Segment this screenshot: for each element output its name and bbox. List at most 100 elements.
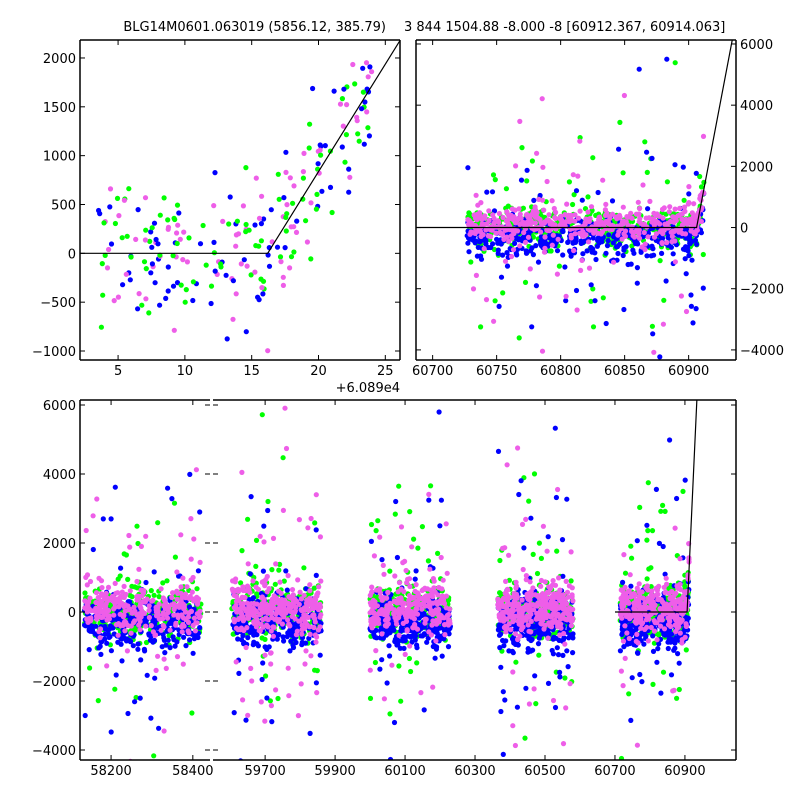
data-point-magenta	[620, 220, 625, 225]
data-point-green	[387, 569, 392, 574]
data-point-green	[139, 303, 144, 308]
data-point-magenta	[586, 239, 591, 244]
data-point-green	[100, 293, 105, 298]
data-point-magenta	[106, 585, 111, 590]
data-point-green	[218, 261, 223, 266]
data-point-green	[497, 558, 502, 563]
data-point-magenta	[239, 261, 244, 266]
data-point-blue	[187, 472, 192, 477]
data-point-blue	[90, 624, 95, 629]
data-point-magenta	[318, 148, 323, 153]
data-point-green	[344, 132, 349, 137]
data-point-blue	[285, 588, 290, 593]
data-point-blue	[260, 677, 265, 682]
data-point-magenta	[626, 215, 631, 220]
data-point-blue	[574, 288, 579, 293]
x-tick-label: 60750	[476, 364, 517, 379]
data-point-blue	[209, 301, 214, 306]
data-point-blue	[294, 219, 299, 224]
data-point-magenta	[660, 216, 665, 221]
data-point-blue	[243, 718, 248, 723]
data-point-blue	[596, 190, 601, 195]
data-point-magenta	[482, 246, 487, 251]
data-point-blue	[546, 534, 551, 539]
data-point-green	[99, 325, 104, 330]
data-point-blue	[566, 664, 571, 669]
data-point-green	[621, 170, 626, 175]
data-point-blue	[143, 580, 148, 585]
data-point-green	[289, 254, 294, 259]
data-point-green	[120, 235, 125, 240]
data-point-blue	[650, 633, 655, 638]
data-point-magenta	[523, 240, 528, 245]
data-point-magenta	[305, 239, 310, 244]
data-point-green	[629, 556, 634, 561]
data-point-green	[150, 225, 155, 230]
y-tick-label: 0	[740, 222, 748, 237]
data-point-blue	[555, 248, 560, 253]
data-point-magenta	[143, 624, 148, 629]
data-point-blue	[494, 237, 499, 242]
data-point-magenta	[284, 202, 289, 207]
data-point-blue	[422, 707, 427, 712]
data-point-green	[369, 522, 374, 527]
data-point-blue	[537, 631, 542, 636]
data-point-blue	[471, 238, 476, 243]
data-point-magenta	[517, 243, 522, 248]
data-point-magenta	[552, 222, 557, 227]
data-point-magenta	[122, 595, 127, 600]
data-point-blue	[483, 241, 488, 246]
y-tick-label: 4000	[740, 99, 773, 114]
data-point-magenta	[672, 220, 677, 225]
data-point-blue	[212, 170, 217, 175]
data-point-magenta	[94, 496, 99, 501]
data-point-blue	[593, 257, 598, 262]
data-point-magenta	[143, 534, 148, 539]
data-point-magenta	[155, 654, 160, 659]
y-tick-label: −2000	[32, 675, 76, 690]
data-point-blue	[437, 523, 442, 528]
y-tick-label: 6000	[740, 38, 773, 53]
data-point-blue	[512, 241, 517, 246]
data-point-magenta	[551, 233, 556, 238]
data-point-green	[253, 795, 258, 800]
data-point-magenta	[141, 588, 146, 593]
data-point-magenta	[181, 606, 186, 611]
data-point-magenta	[679, 293, 684, 298]
data-point-magenta	[491, 319, 496, 324]
data-point-blue	[127, 638, 132, 643]
data-point-blue	[519, 178, 524, 183]
data-point-blue	[386, 643, 391, 648]
data-point-magenta	[132, 609, 137, 614]
data-point-green	[112, 687, 117, 692]
data-point-green	[342, 160, 347, 165]
data-point-magenta	[636, 211, 641, 216]
data-point-magenta	[571, 172, 576, 177]
data-point-blue	[669, 672, 674, 677]
data-point-magenta	[121, 614, 126, 619]
data-point-magenta	[126, 533, 131, 538]
data-point-blue	[580, 251, 585, 256]
data-point-magenta	[636, 200, 641, 205]
data-point-green	[466, 210, 471, 215]
data-point-magenta	[540, 198, 545, 203]
data-point-green	[133, 628, 138, 633]
data-point-magenta	[162, 597, 167, 602]
data-point-blue	[213, 269, 218, 274]
data-point-magenta	[155, 608, 160, 613]
data-point-green	[650, 528, 655, 533]
y-tick-label: −500	[40, 296, 76, 311]
data-point-magenta	[175, 223, 180, 228]
data-point-blue	[174, 639, 179, 644]
data-point-magenta	[147, 608, 152, 613]
data-point-green	[701, 252, 706, 257]
y-tick-label: −1000	[32, 345, 76, 360]
data-point-blue	[615, 251, 620, 256]
data-point-green	[623, 571, 628, 576]
data-point-magenta	[575, 307, 580, 312]
data-point-blue	[395, 555, 400, 560]
data-point-green	[308, 256, 313, 261]
data-point-blue	[171, 284, 176, 289]
data-point-blue	[235, 636, 240, 641]
